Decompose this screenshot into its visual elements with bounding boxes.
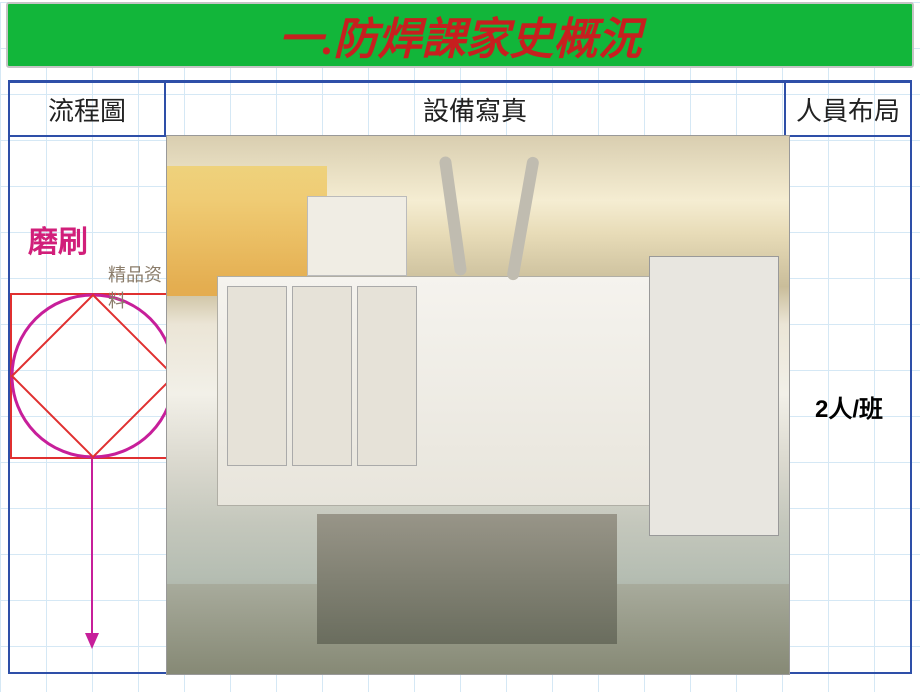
flowchart-cell: 磨刷 精品资料	[10, 137, 166, 675]
col-header-staffing: 人員布局	[786, 83, 910, 135]
staffing-cell: 2人/班	[786, 137, 910, 675]
equipment-photo	[166, 135, 790, 675]
title-bar: 一.防焊課家史概況	[6, 2, 914, 68]
table-header-row: 流程圖 設備寫真 人員布局	[10, 83, 910, 137]
col-header-flowchart: 流程圖	[10, 83, 166, 135]
watermark-text: 精品资料	[108, 261, 166, 313]
equipment-cell	[166, 137, 786, 675]
flowchart-arrow-down	[82, 459, 102, 649]
table-body-row: 磨刷 精品资料	[10, 137, 910, 675]
process-step-label: 磨刷	[28, 217, 88, 261]
col-header-equipment: 設備寫真	[166, 83, 786, 135]
main-table: 流程圖 設備寫真 人員布局 磨刷 精品资料	[8, 80, 912, 674]
staffing-value: 2人/班	[815, 389, 883, 424]
flowchart-symbol	[10, 293, 176, 459]
page-title: 一.防焊課家史概況	[279, 3, 642, 67]
